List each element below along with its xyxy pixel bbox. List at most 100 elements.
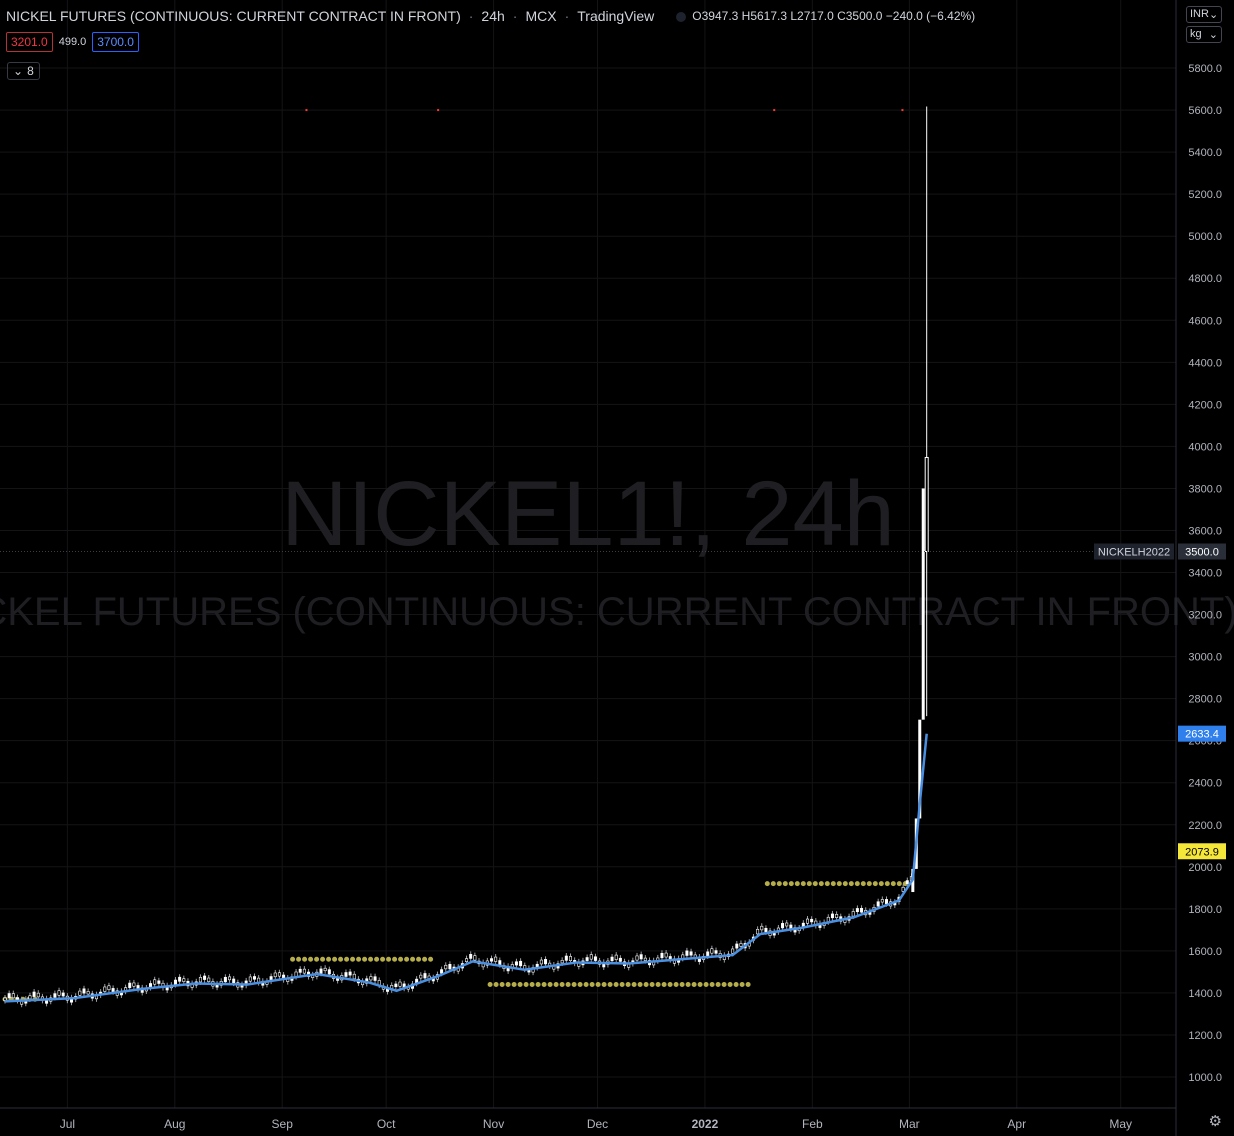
candle-body	[173, 979, 177, 985]
x-tick-label: Apr	[1007, 1117, 1026, 1131]
candle-body	[398, 981, 402, 987]
buy-button[interactable]: 3700.0	[92, 32, 139, 52]
candle-body	[805, 918, 809, 924]
x-tick-label: Sep	[272, 1117, 294, 1131]
y-tick-label: 4400.0	[1188, 357, 1222, 369]
candle-body	[544, 959, 548, 965]
y-tick-label: 1400.0	[1188, 988, 1222, 1000]
candle-body	[132, 982, 136, 987]
candle-body	[714, 950, 718, 954]
candle-body	[589, 954, 593, 960]
moving-average-line	[4, 733, 928, 1003]
y-tick-label: 5400.0	[1188, 147, 1222, 159]
symbol-title[interactable]: NICKEL FUTURES (CONTINUOUS: CURRENT CONT…	[6, 8, 461, 24]
chevron-down-icon: ⌄	[1208, 9, 1219, 21]
candle-body	[28, 995, 32, 1000]
y-tick-label: 1600.0	[1188, 946, 1222, 958]
candle-body	[232, 978, 236, 984]
x-tick-label: Oct	[377, 1117, 396, 1131]
candle-body	[82, 988, 86, 994]
y-tick-label: 5600.0	[1188, 105, 1222, 117]
candle-body	[855, 908, 859, 913]
candle-body	[394, 983, 398, 988]
candle-body	[664, 952, 668, 958]
candle-body	[710, 948, 714, 954]
candle-body	[830, 913, 834, 919]
gear-icon[interactable]: ⚙	[1208, 1113, 1222, 1130]
candle-body	[352, 973, 356, 980]
candle-body	[178, 976, 182, 982]
separator: ·	[564, 8, 570, 24]
candle-body	[319, 968, 323, 974]
separator: ·	[512, 8, 518, 24]
candle-body	[228, 976, 232, 981]
indicators-toggle-button[interactable]: ⌄ 8	[7, 62, 40, 80]
y-tick-label: 3200.0	[1188, 610, 1222, 622]
candle-body	[735, 943, 739, 949]
candle-body	[764, 927, 768, 933]
candle-body	[344, 972, 348, 977]
candle-body	[901, 886, 905, 892]
y-tick-label: 1800.0	[1188, 904, 1222, 916]
rally-candle	[921, 488, 925, 720]
last-price-tag-bg	[1178, 543, 1226, 560]
candle-body	[373, 976, 377, 981]
y-tick-label: 3400.0	[1188, 568, 1222, 580]
level-tag-bg	[1178, 843, 1226, 860]
interval-label[interactable]: 24h	[481, 8, 505, 24]
candle-body	[639, 954, 643, 960]
candle-body	[440, 969, 444, 974]
ma-value-tag: 2633.4	[1185, 729, 1219, 741]
candle-body	[564, 955, 568, 961]
candle-body	[585, 957, 589, 961]
candle-body	[78, 990, 82, 996]
candle-body	[423, 973, 427, 979]
currency-select[interactable]: INR ⌄	[1186, 6, 1222, 23]
x-tick-label: 2022	[692, 1117, 719, 1131]
candle-body	[369, 976, 373, 981]
candle-body	[618, 957, 622, 962]
candle-body	[851, 911, 855, 917]
candle-body	[810, 918, 814, 923]
candle-body	[860, 907, 864, 913]
last-price-tag: 3500.0	[1185, 547, 1219, 559]
y-tick-label: 4800.0	[1188, 273, 1222, 285]
candle-body	[469, 954, 473, 959]
symbol-tag-bg	[1094, 543, 1174, 560]
candle-body	[252, 976, 256, 980]
candle-body	[53, 993, 57, 998]
x-tick-label: Jul	[60, 1117, 75, 1131]
candle-body	[610, 956, 614, 962]
sell-button[interactable]: 3201.0	[6, 32, 53, 52]
candle-body	[298, 968, 302, 973]
y-tick-label: 2200.0	[1188, 820, 1222, 832]
candle-body	[103, 986, 107, 992]
x-tick-label: May	[1109, 1117, 1132, 1131]
candle-body	[685, 950, 689, 956]
candle-body	[107, 985, 111, 990]
candle-body	[494, 956, 498, 962]
candle-body	[7, 993, 11, 999]
candle-body	[302, 968, 306, 974]
separator: ·	[468, 8, 474, 24]
candle-body	[835, 914, 839, 918]
y-tick-label: 1000.0	[1188, 1072, 1222, 1084]
candle-body	[473, 955, 477, 961]
spike-candle-body	[924, 456, 929, 552]
rally-candle	[918, 719, 922, 819]
candle-body	[498, 960, 502, 965]
candle-body	[614, 954, 618, 960]
y-tick-label: 4600.0	[1188, 315, 1222, 327]
y-tick-label: 2800.0	[1188, 694, 1222, 706]
chart-legend: NICKEL FUTURES (CONTINUOUS: CURRENT CONT…	[6, 6, 975, 26]
unit-select[interactable]: kg ⌄	[1186, 26, 1222, 43]
candle-body	[444, 964, 448, 970]
y-tick-label: 5000.0	[1188, 231, 1222, 243]
candle-body	[11, 993, 15, 999]
chevron-down-icon: ⌄	[1208, 29, 1218, 41]
candle-body	[277, 972, 281, 977]
candle-body	[111, 988, 115, 992]
y-tick-label: 2400.0	[1188, 778, 1222, 790]
candle-body	[223, 976, 227, 983]
